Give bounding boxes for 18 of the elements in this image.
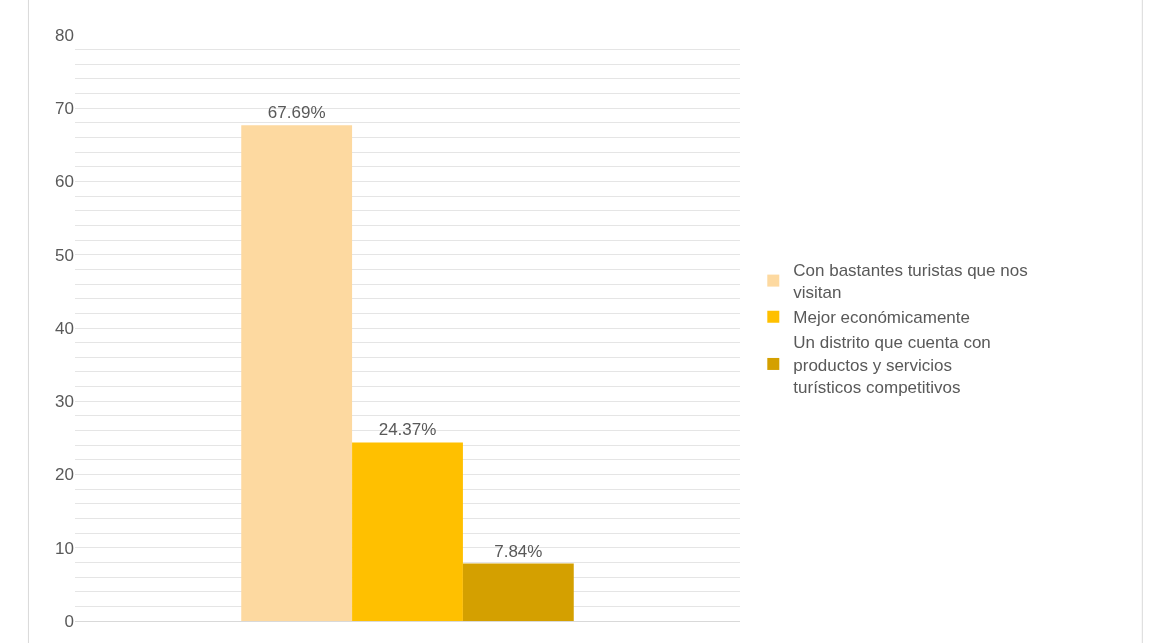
y-tick-label: 50 <box>55 245 74 265</box>
data-label: 7.84% <box>494 541 543 561</box>
y-tick-label: 40 <box>55 318 74 338</box>
data-label: 24.37% <box>378 420 437 440</box>
y-tick-label: 20 <box>55 465 74 485</box>
y-tick-label: 70 <box>55 99 74 119</box>
y-tick-label: 80 <box>55 25 74 45</box>
y-tick-label: 10 <box>55 538 74 558</box>
legend-label: Un distrito que cuenta con productos y servicios turísticos competitivos <box>793 333 991 397</box>
y-tick-label: 0 <box>64 611 74 631</box>
data-label: 67.69% <box>267 103 326 123</box>
bar <box>352 442 463 621</box>
y-tick-label: 30 <box>55 392 74 412</box>
legend-label: Con bastantes turistas que nos visitan <box>793 261 1028 303</box>
y-tick-label: 60 <box>55 172 74 192</box>
bar <box>241 125 353 621</box>
bar <box>462 563 574 621</box>
legend-label: Mejor económicamente <box>793 308 970 328</box>
